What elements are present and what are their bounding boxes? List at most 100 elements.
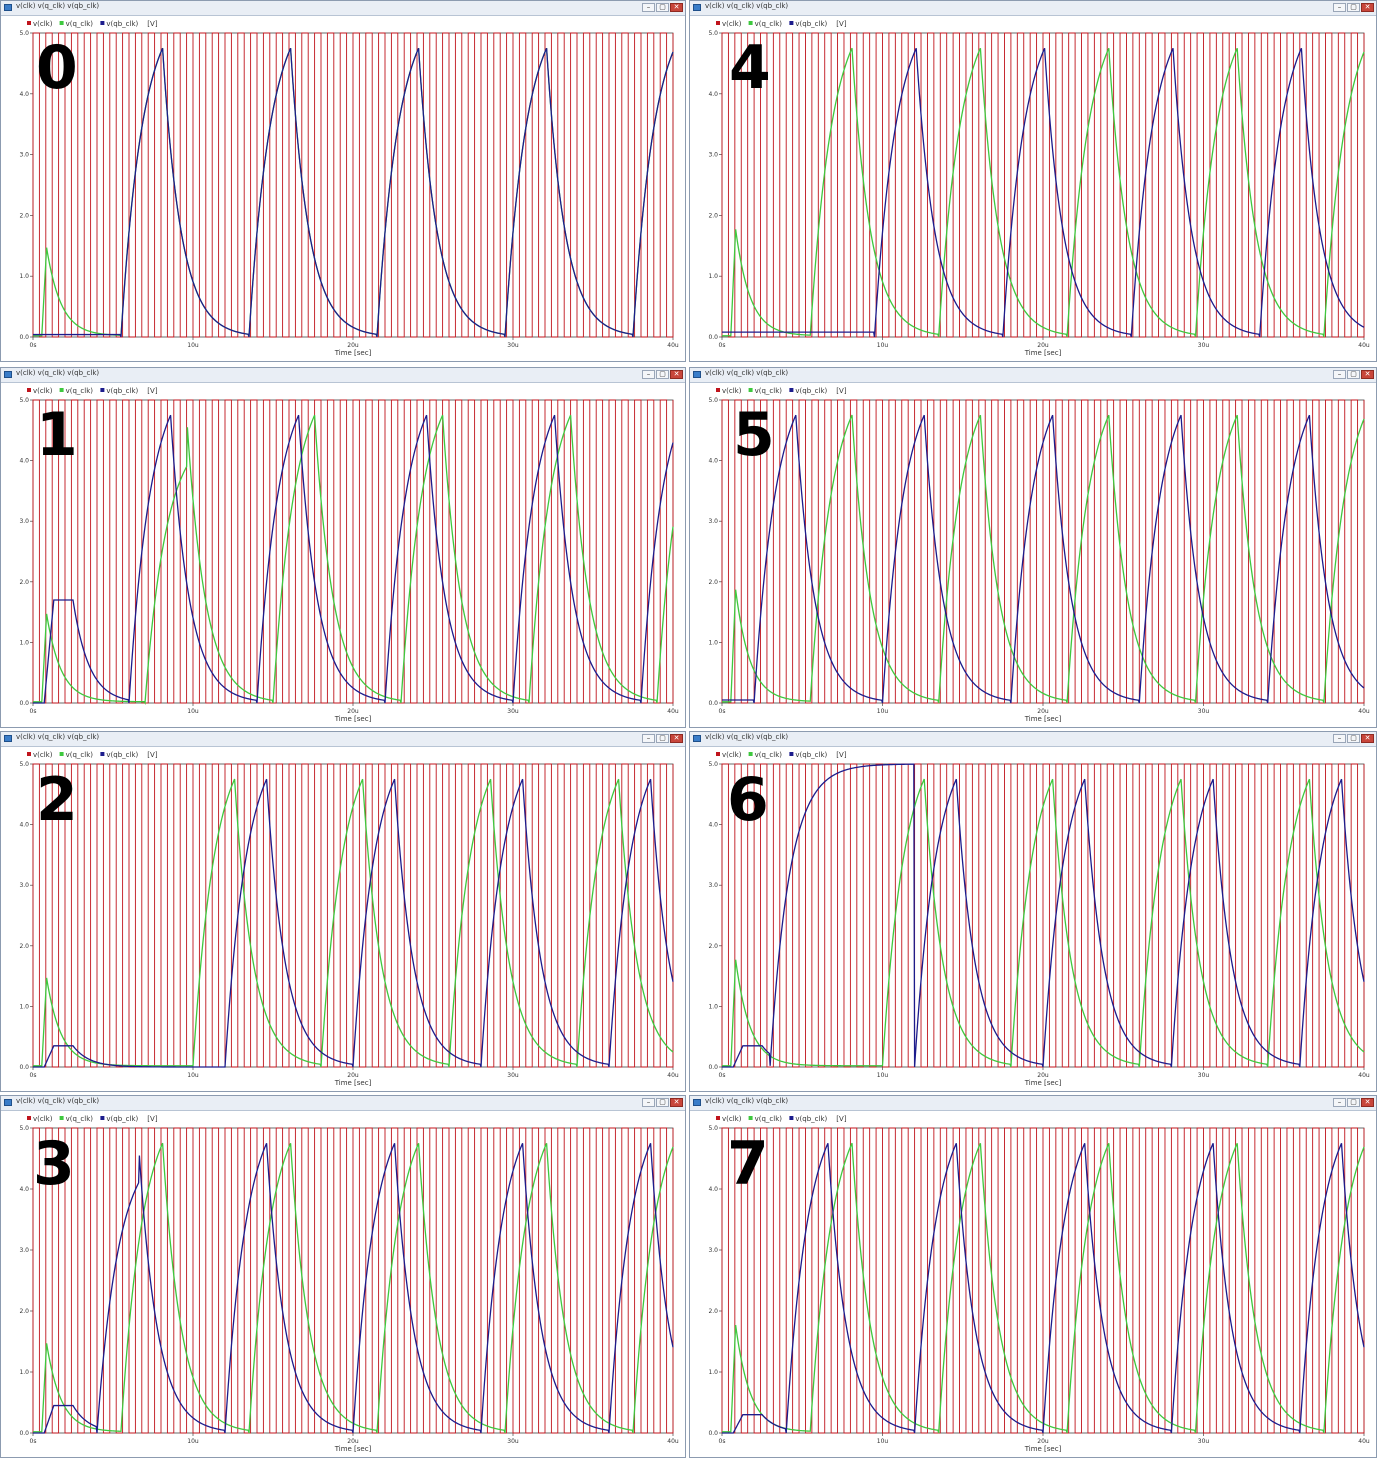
y-tick-label: 2.0 <box>19 943 29 950</box>
window-titlebar[interactable]: v(clk) v(q_clk) v(qb_clk) – ▢ ✕ <box>1 368 685 383</box>
minimize-button[interactable]: – <box>1333 370 1346 379</box>
close-button[interactable]: ✕ <box>1361 734 1374 743</box>
panel-number-label: 0 <box>36 33 78 103</box>
panel-number-label: 1 <box>36 400 78 470</box>
maximize-button[interactable]: ▢ <box>656 3 669 12</box>
minimize-button[interactable]: – <box>642 734 655 743</box>
y-tick-label: 1.0 <box>19 1003 29 1010</box>
minimize-button[interactable]: – <box>1333 1098 1346 1107</box>
x-tick-label: 10u <box>187 1072 199 1079</box>
unit-label: [V] <box>836 387 847 395</box>
legend-swatch <box>59 388 64 392</box>
y-tick-label: 2.0 <box>19 579 29 586</box>
maximize-button[interactable]: ▢ <box>656 1098 669 1107</box>
chart-plot-2: v(clk) v(q_clk) v(qb_clk) [V] 0.0 1.0 2.0 3.0 4.… <box>19 751 678 1087</box>
chart-plot-3: v(clk) v(q_clk) v(qb_clk) [V] 0.0 1.0 2.0 3.0 4.… <box>19 1115 678 1453</box>
x-tick-label: 30u <box>507 1072 519 1079</box>
minimize-button[interactable]: – <box>1333 734 1346 743</box>
maximize-button[interactable]: ▢ <box>656 734 669 743</box>
unit-label: [V] <box>147 751 158 759</box>
series-clk <box>721 1127 1365 1434</box>
series-qb-clk <box>722 414 1365 704</box>
y-tick-label: 5.0 <box>19 1125 29 1132</box>
x-tick-label: 20u <box>1037 1072 1049 1079</box>
y-tick-label: 2.0 <box>708 943 718 950</box>
y-tick-label: 3.0 <box>19 152 29 159</box>
y-tick-label: 4.0 <box>19 91 29 98</box>
series-qb-clk <box>722 1142 1365 1434</box>
waveform-app-icon <box>693 1099 701 1106</box>
y-tick-label: 5.0 <box>708 397 718 404</box>
window-titlebar[interactable]: v(clk) v(q_clk) v(qb_clk) – ▢ ✕ <box>690 732 1376 747</box>
y-tick-label: 3.0 <box>19 1247 29 1254</box>
x-axis-label: Time [sec] <box>1024 715 1062 723</box>
legend-entry: v(qb_clk) <box>795 387 827 395</box>
legend-swatch <box>100 752 105 756</box>
maximize-button[interactable]: ▢ <box>1347 1098 1360 1107</box>
maximize-button[interactable]: ▢ <box>1347 370 1360 379</box>
legend-entry: v(clk) <box>33 20 53 28</box>
close-button[interactable]: ✕ <box>1361 1098 1374 1107</box>
window-titlebar[interactable]: v(clk) v(q_clk) v(qb_clk) – ▢ ✕ <box>1 1 685 16</box>
window-titlebar[interactable]: v(clk) v(q_clk) v(qb_clk) – ▢ ✕ <box>690 1096 1376 1111</box>
y-tick-label: 2.0 <box>708 1308 718 1315</box>
panel-number-label: 4 <box>729 33 771 103</box>
maximize-button[interactable]: ▢ <box>1347 3 1360 12</box>
y-tick-label: 4.0 <box>708 458 718 465</box>
waveform-app-icon <box>693 4 701 11</box>
x-tick-label: 40u <box>1358 708 1370 715</box>
y-tick-label: 4.0 <box>708 822 718 829</box>
x-tick-label: 20u <box>347 1072 359 1079</box>
window-titlebar[interactable]: v(clk) v(q_clk) v(qb_clk) – ▢ ✕ <box>690 1 1376 16</box>
y-tick-label: 1.0 <box>708 1369 718 1376</box>
legend-swatch <box>748 388 753 392</box>
minimize-button[interactable]: – <box>642 3 655 12</box>
x-tick-label: 30u <box>507 1438 519 1445</box>
y-tick-label: 3.0 <box>708 152 718 159</box>
close-button[interactable]: ✕ <box>1361 370 1374 379</box>
y-tick-label: 1.0 <box>708 273 718 280</box>
window-titlebar[interactable]: v(clk) v(q_clk) v(qb_clk) – ▢ ✕ <box>1 1096 685 1111</box>
x-tick-label: 20u <box>1037 1438 1049 1445</box>
series-q-clk <box>722 778 1365 1068</box>
x-tick-label: 40u <box>1358 1438 1370 1445</box>
x-tick-label: 0s <box>719 708 726 715</box>
legend-swatch <box>27 388 31 392</box>
maximize-button[interactable]: ▢ <box>1347 734 1360 743</box>
panel-number-label: 6 <box>727 765 769 835</box>
legend-entry: v(qb_clk) <box>795 1115 827 1123</box>
legend-entry: v(clk) <box>33 751 53 759</box>
legend-entry: v(clk) <box>33 1115 53 1123</box>
minimize-button[interactable]: – <box>642 1098 655 1107</box>
plot-window-7: v(clk) v(q_clk) v(qb_clk) – ▢ ✕ v(clk) v(q_cl… <box>689 1095 1377 1458</box>
window-title: v(clk) v(q_clk) v(qb_clk) <box>705 2 789 10</box>
window-titlebar[interactable]: v(clk) v(q_clk) v(qb_clk) – ▢ ✕ <box>1 732 685 747</box>
series-clk <box>721 32 1365 338</box>
close-button[interactable]: ✕ <box>1361 3 1374 12</box>
x-tick-label: 30u <box>1198 1438 1210 1445</box>
series-qb-clk <box>722 47 1365 338</box>
y-tick-label: 5.0 <box>708 1125 718 1132</box>
waveform-app-icon <box>4 735 12 742</box>
legend-swatch <box>716 21 720 25</box>
minimize-button[interactable]: – <box>1333 3 1346 12</box>
legend-entry: v(qb_clk) <box>106 20 138 28</box>
close-button[interactable]: ✕ <box>670 1098 683 1107</box>
x-axis-label: Time [sec] <box>1024 1079 1062 1087</box>
panel-number-label: 5 <box>733 400 775 470</box>
y-tick-label: 4.0 <box>19 458 29 465</box>
y-tick-label: 2.0 <box>708 212 718 219</box>
close-button[interactable]: ✕ <box>670 3 683 12</box>
minimize-button[interactable]: – <box>642 370 655 379</box>
legend-swatch <box>716 1116 720 1120</box>
y-tick-label: 3.0 <box>19 882 29 889</box>
close-button[interactable]: ✕ <box>670 734 683 743</box>
series-clk <box>32 1127 674 1434</box>
legend-swatch <box>100 388 105 392</box>
maximize-button[interactable]: ▢ <box>656 370 669 379</box>
legend-entry: v(q_clk) <box>755 751 783 759</box>
close-button[interactable]: ✕ <box>670 370 683 379</box>
window-titlebar[interactable]: v(clk) v(q_clk) v(qb_clk) – ▢ ✕ <box>690 368 1376 383</box>
legend-entry: v(q_clk) <box>66 387 94 395</box>
legend-swatch <box>748 1116 753 1120</box>
